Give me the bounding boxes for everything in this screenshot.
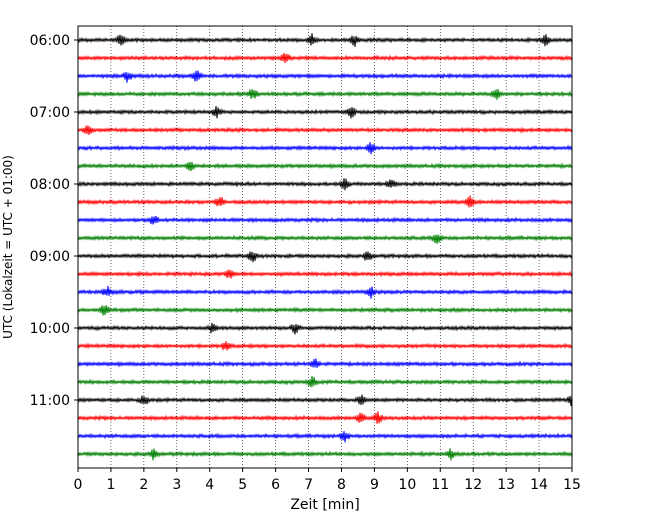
trace-row-0900 [77,251,573,263]
trace-row-0800 [77,178,573,191]
trace-row-0845 [77,234,573,244]
trace-row-0815 [77,195,573,208]
x-tick-label: 8 [337,477,346,493]
y-tick-label: 09:00 [30,249,70,265]
plot-area [78,26,572,468]
seismic-traces [77,33,573,461]
y-axis-ticks: 06:00 07:00 08:00 09:00 10:00 11:00 [30,33,78,409]
x-tick-label: 14 [530,477,548,493]
x-tick-label: 0 [74,477,83,493]
x-tick-label: 7 [304,477,313,493]
trace-row-0630 [77,70,573,83]
trace-row-1145 [77,448,573,461]
x-tick-label: 2 [139,477,148,493]
trace-row-0600 [77,33,573,48]
y-tick-label: 07:00 [30,105,70,121]
y-tick-label: 06:00 [30,33,70,49]
x-axis-ticks: 0 1 2 3 4 5 6 7 8 9 10 11 12 13 14 15 [74,468,581,493]
x-tick-label: 10 [398,477,416,493]
trace-row-1115 [77,411,573,424]
trace-row-0700 [77,105,573,119]
x-tick-label: 5 [238,477,247,493]
trace-row-1000 [77,322,573,335]
trace-row-0945 [77,305,573,316]
x-tick-label: 11 [431,477,449,493]
x-tick-label: 12 [464,477,482,493]
trace-row-0915 [77,269,573,279]
x-tick-label: 13 [497,477,515,493]
x-tick-label: 6 [271,477,280,493]
x-tick-label: 4 [205,477,214,493]
x-axis-label: Zeit [min] [290,497,359,513]
trace-row-0615 [77,52,573,63]
trace-row-0745 [77,161,573,172]
y-tick-label: 11:00 [30,393,70,409]
trace-row-0930 [77,285,573,299]
y-axis-label: UTC (Lokalzeit = UTC + 01:00) [1,155,15,339]
trace-row-1015 [77,341,573,351]
trace-row-1100 [77,394,573,407]
plot-frame [77,25,573,469]
trace-row-0715 [77,125,573,136]
y-tick-label: 08:00 [30,177,70,193]
trace-row-0730 [77,142,573,155]
x-tick-label: 1 [106,477,115,493]
x-tick-label: 15 [563,477,581,493]
trace-row-0830 [77,215,573,225]
trace-row-0645 [77,89,573,100]
trace-row-1030 [77,358,573,368]
y-tick-label: 10:00 [30,321,70,337]
trace-row-1045 [77,376,573,388]
x-tick-label: 3 [172,477,181,493]
trace-row-1130 [77,430,573,443]
x-tick-label: 9 [370,477,379,493]
